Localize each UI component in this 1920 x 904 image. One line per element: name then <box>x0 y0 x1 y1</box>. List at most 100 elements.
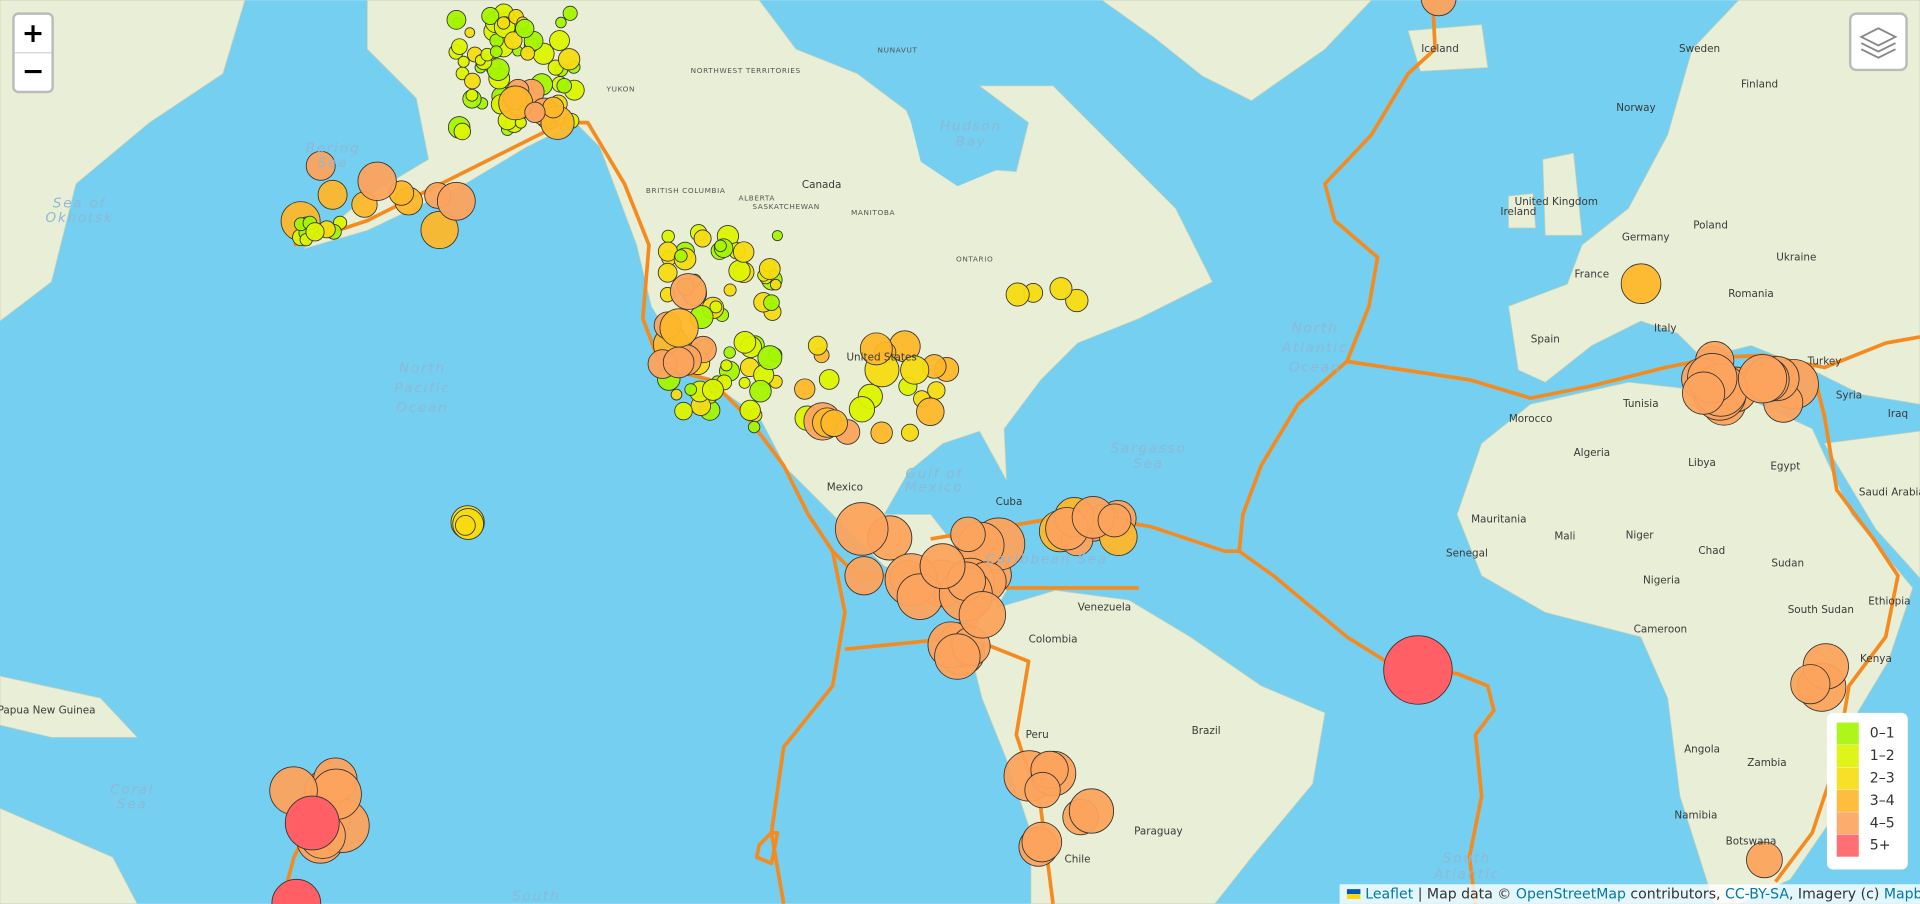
water-label: Sea <box>117 798 148 813</box>
legend-swatch <box>1836 745 1859 768</box>
layers-control[interactable] <box>1848 12 1908 72</box>
earthquake-marker <box>1068 788 1115 834</box>
earthquake-marker <box>794 378 816 400</box>
earthquake-marker <box>723 346 736 359</box>
country-label: Poland <box>1693 219 1728 231</box>
country-label: Turkey <box>1807 355 1842 367</box>
attribution-link[interactable]: Mapbox <box>1884 887 1920 903</box>
country-label: Canada <box>802 179 842 191</box>
water-label: Sargasso <box>1111 441 1187 456</box>
country-label: Spain <box>1531 333 1560 345</box>
country-label: Niger <box>1626 529 1655 541</box>
earthquake-marker <box>357 161 397 201</box>
earthquake-marker <box>958 591 1007 639</box>
earthquake-marker <box>728 259 751 282</box>
country-label: Iraq <box>1888 408 1908 420</box>
earthquake-marker <box>549 30 570 51</box>
legend-label: 5+ <box>1870 838 1891 854</box>
earthquake-marker <box>916 397 945 427</box>
zoom-out[interactable]: − <box>22 56 45 87</box>
water-label: Ocean <box>1289 361 1341 376</box>
attribution-box <box>1339 884 1920 904</box>
country-label: Romania <box>1728 288 1773 300</box>
earthquake-marker <box>763 294 780 311</box>
earthquake-marker <box>723 283 737 297</box>
earthquake-marker <box>669 273 707 310</box>
country-label: Italy <box>1654 322 1677 334</box>
legend: 0–1 1–2 2–3 3–4 4–5 5+ <box>1826 712 1908 870</box>
earthquake-marker <box>1620 263 1662 305</box>
earthquake-marker <box>556 78 572 94</box>
earthquake-marker <box>504 31 523 50</box>
earthquakes <box>269 0 1849 904</box>
earthquake-marker <box>464 72 481 90</box>
earthquake-marker <box>1681 371 1726 415</box>
water-label: North <box>399 362 446 377</box>
earthquake-marker <box>465 88 479 102</box>
country-label: Ukraine <box>1776 251 1816 263</box>
ireland <box>1508 193 1536 229</box>
earthquake-marker <box>558 48 581 71</box>
legend-swatch <box>1836 767 1859 790</box>
earthquake-marker <box>848 396 876 423</box>
earthquake-marker <box>436 181 476 221</box>
legend-label: 2–3 <box>1870 770 1895 786</box>
earthquake-marker <box>524 101 546 123</box>
country-label: Ireland <box>1500 206 1536 218</box>
legend-label: 3–4 <box>1870 793 1895 809</box>
earthquake-marker <box>1746 841 1783 879</box>
country-label: Zambia <box>1747 757 1786 769</box>
earthquake-marker <box>305 150 336 181</box>
earthquake-marker <box>1065 288 1089 313</box>
earthquake-marker <box>562 5 578 21</box>
legend-label: 1–2 <box>1870 748 1895 764</box>
earthquake-marker <box>542 96 565 119</box>
plate-line <box>754 830 780 866</box>
earthquake-marker <box>747 420 761 434</box>
country-label: Namibia <box>1674 810 1717 822</box>
attribution-segment: , Imagery (c) <box>1789 887 1884 903</box>
province-label: ONTARIO <box>956 255 993 264</box>
country-label: Mexico <box>827 482 863 494</box>
country-label: Egypt <box>1770 461 1800 473</box>
earthquake-marker <box>284 795 340 851</box>
country-label: Cameroon <box>1634 624 1687 636</box>
plate-line <box>1237 0 1496 904</box>
water-label: Bering <box>306 141 361 156</box>
layers-button[interactable] <box>1848 12 1908 72</box>
country-label: France <box>1575 268 1610 280</box>
country-label: Venezuela <box>1078 602 1131 614</box>
legend-swatch <box>1836 834 1859 857</box>
south-america <box>969 589 1326 904</box>
water-label: Hudson <box>940 119 1002 134</box>
attribution-link[interactable]: CC-BY-SA <box>1725 887 1789 903</box>
province-label: NUNAVUT <box>878 45 918 54</box>
country-label: Germany <box>1622 232 1670 244</box>
earthquake-marker <box>807 335 828 356</box>
hudson-bay <box>908 100 1017 187</box>
zoom-in[interactable]: + <box>22 18 45 49</box>
earthquake-marker <box>420 210 459 250</box>
earthquake-marker <box>457 55 470 68</box>
attribution-link[interactable]: Leaflet <box>1365 887 1413 903</box>
flag-top <box>1346 889 1361 895</box>
country-label: Finland <box>1741 79 1778 91</box>
earthquake-marker <box>489 45 503 59</box>
water-label: North <box>1292 321 1339 336</box>
country-label: Botswana <box>1726 835 1777 847</box>
country-label: Mali <box>1554 530 1575 542</box>
water-label: Mexico <box>905 481 963 496</box>
earthquake-marker <box>1024 771 1061 809</box>
earthquake-marker <box>1049 277 1073 301</box>
earthquake-marker <box>670 388 683 401</box>
earthquake-marker <box>870 421 893 444</box>
earthquake-marker <box>771 230 783 242</box>
attribution-link[interactable]: OpenStreetMap <box>1516 887 1626 903</box>
earthquake-marker <box>834 502 889 556</box>
earthquake-marker <box>555 16 567 29</box>
attribution-segment: | Map data © <box>1413 887 1516 903</box>
earthquake-marker <box>659 308 699 348</box>
earthquake-marker <box>1005 282 1030 307</box>
